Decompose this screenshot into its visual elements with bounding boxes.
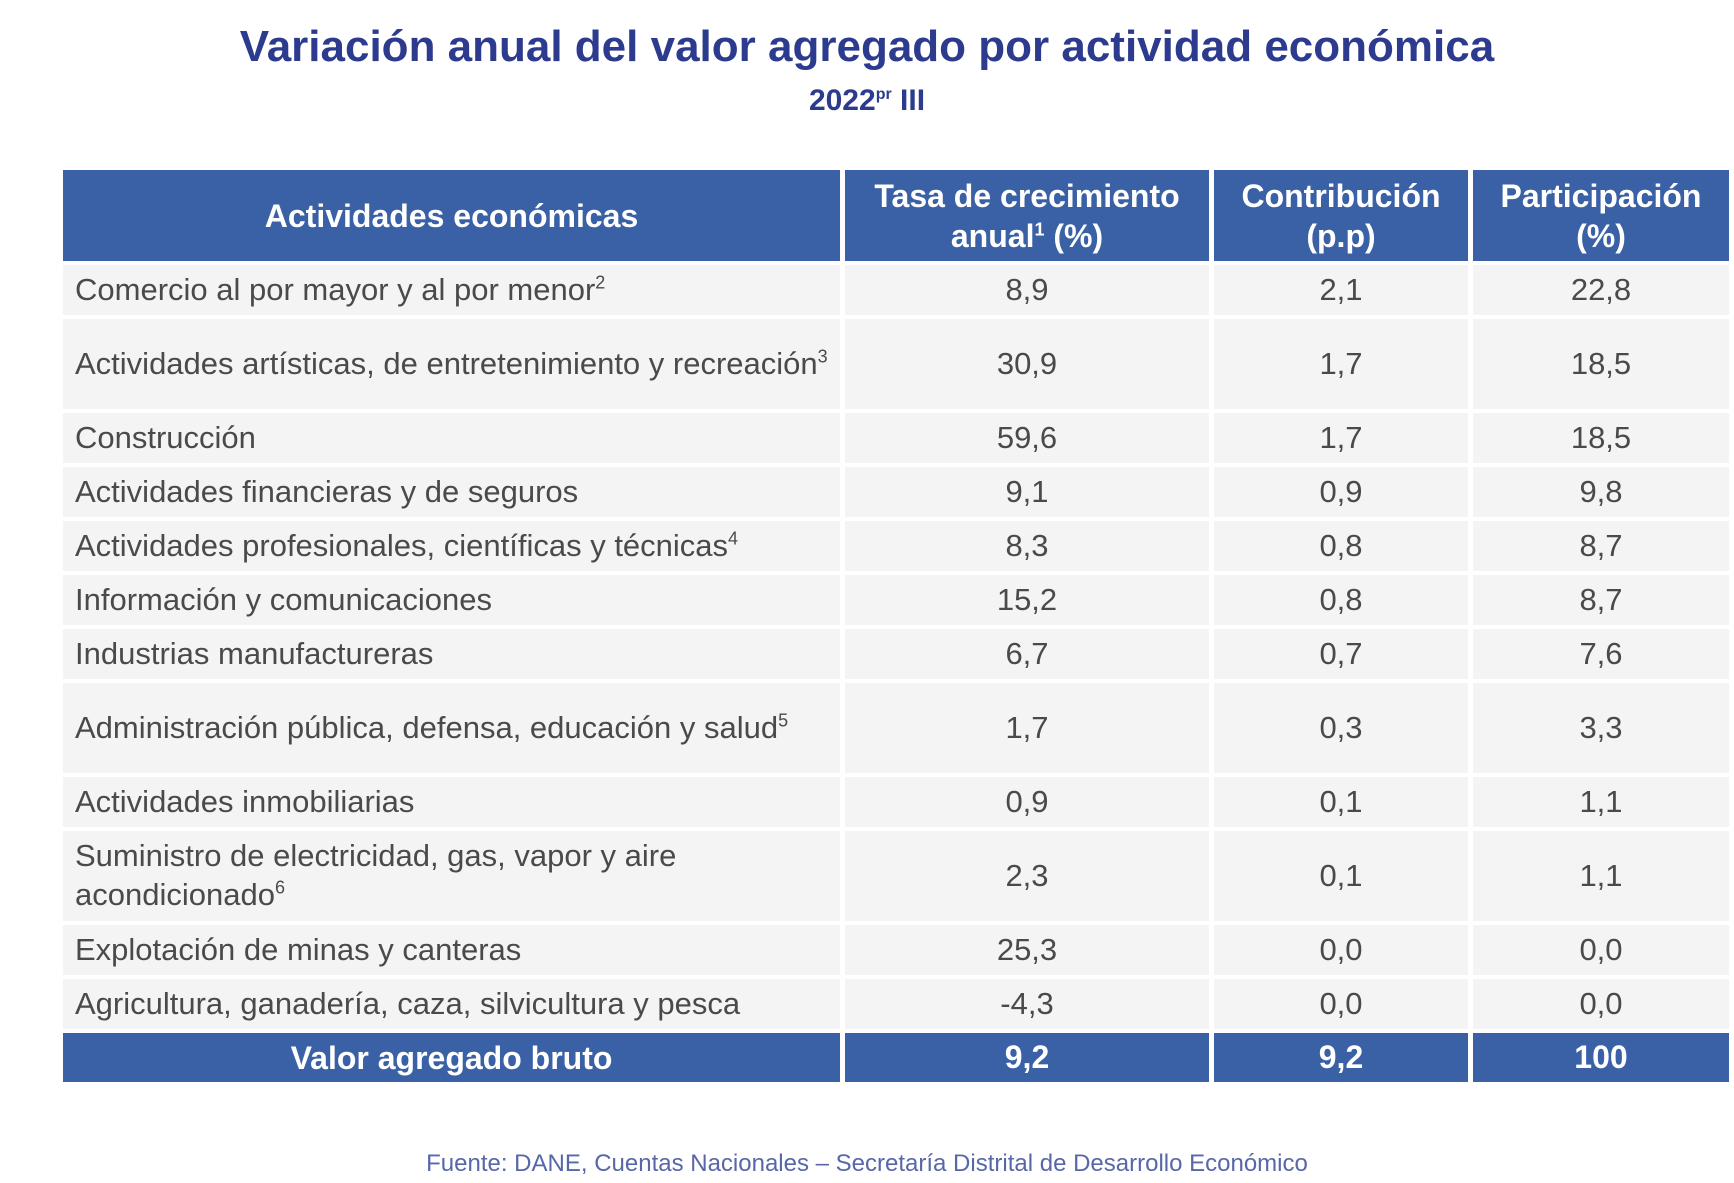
cell-growth: 9,1	[845, 467, 1209, 517]
activity-note: 3	[817, 346, 828, 367]
cell-growth: -4,3	[845, 979, 1209, 1029]
cell-contribution: 0,0	[1214, 979, 1468, 1029]
cell-share: 9,8	[1473, 467, 1729, 517]
cell-activity: Construcción	[63, 413, 840, 463]
subtitle-quarter: III	[900, 84, 926, 117]
cell-contribution: 0,1	[1214, 777, 1468, 827]
cell-share: 18,5	[1473, 413, 1729, 463]
page-subtitle: 2022pr III	[0, 84, 1734, 118]
cell-activity: Explotación de minas y canteras	[63, 925, 840, 975]
page-title: Variación anual del valor agregado por a…	[239, 22, 1495, 71]
header-growth-note: 1	[1034, 218, 1045, 239]
cell-share: 0,0	[1473, 979, 1729, 1029]
cell-contribution: 0,8	[1214, 521, 1468, 571]
activity-label: Industrias manufactureras	[75, 635, 434, 671]
total-growth: 9,2	[845, 1033, 1209, 1082]
activity-label: Administración pública, defensa, educaci…	[75, 709, 779, 745]
cell-share: 7,6	[1473, 629, 1729, 679]
cell-growth: 8,9	[845, 265, 1209, 315]
table-row: Actividades artísticas, de entretenimien…	[63, 319, 1729, 409]
activity-label: Comercio al por mayor y al por menor	[75, 271, 596, 307]
cell-share: 22,8	[1473, 265, 1729, 315]
cell-activity: Agricultura, ganadería, caza, silvicultu…	[63, 979, 840, 1029]
total-contribution: 9,2	[1214, 1033, 1468, 1082]
cell-activity: Actividades profesionales, científicas y…	[63, 521, 840, 571]
header-activity: Actividades económicas	[63, 170, 840, 261]
cell-activity: Suministro de electricidad, gas, vapor y…	[63, 831, 840, 921]
activity-note: 6	[274, 877, 285, 898]
activity-note: 4	[728, 528, 739, 549]
table-row: Actividades financieras y de seguros 9,1…	[63, 467, 1729, 517]
cell-growth: 25,3	[845, 925, 1209, 975]
cell-contribution: 1,7	[1214, 413, 1468, 463]
activity-label: Agricultura, ganadería, caza, silvicultu…	[75, 985, 741, 1021]
cell-growth: 6,7	[845, 629, 1209, 679]
cell-share: 3,3	[1473, 683, 1729, 773]
cell-growth: 1,7	[845, 683, 1209, 773]
table-row: Actividades inmobiliarias 0,9 0,1 1,1	[63, 777, 1729, 827]
activity-note: 2	[595, 272, 606, 293]
cell-contribution: 0,3	[1214, 683, 1468, 773]
data-table: Actividades económicas Tasa de crecimien…	[58, 166, 1734, 1086]
table-row: Información y comunicaciones 15,2 0,8 8,…	[63, 575, 1729, 625]
activity-label: Actividades profesionales, científicas y…	[75, 527, 729, 563]
activity-label: Suministro de electricidad, gas, vapor y…	[75, 838, 677, 912]
cell-share: 1,1	[1473, 777, 1729, 827]
table-row: Actividades profesionales, científicas y…	[63, 521, 1729, 571]
header-growth: Tasa de crecimiento anual1 (%)	[845, 170, 1209, 261]
table-row: Suministro de electricidad, gas, vapor y…	[63, 831, 1729, 921]
cell-share: 18,5	[1473, 319, 1729, 409]
cell-growth: 59,6	[845, 413, 1209, 463]
header-growth-label: Tasa de crecimiento anual	[874, 177, 1180, 254]
cell-share: 1,1	[1473, 831, 1729, 921]
header-share: Participación (%)	[1473, 170, 1729, 261]
table-row: Industrias manufactureras 6,7 0,7 7,6	[63, 629, 1729, 679]
source-footer: Fuente: DANE, Cuentas Nacionales – Secre…	[426, 1150, 1308, 1177]
cell-activity: Información y comunicaciones	[63, 575, 840, 625]
cell-share: 0,0	[1473, 925, 1729, 975]
table-row: Comercio al por mayor y al por menor2 8,…	[63, 265, 1729, 315]
cell-growth: 8,3	[845, 521, 1209, 571]
activity-label: Información y comunicaciones	[75, 581, 492, 617]
cell-growth: 15,2	[845, 575, 1209, 625]
cell-activity: Industrias manufactureras	[63, 629, 840, 679]
activity-note: 5	[778, 710, 789, 731]
header-growth-suffix: (%)	[1044, 217, 1104, 254]
cell-growth: 30,9	[845, 319, 1209, 409]
activity-label: Construcción	[75, 419, 256, 455]
table-row: Agricultura, ganadería, caza, silvicultu…	[63, 979, 1729, 1029]
table-row: Explotación de minas y canteras 25,3 0,0…	[63, 925, 1729, 975]
header-contribution: Contribución (p.p)	[1214, 170, 1468, 261]
cell-contribution: 1,7	[1214, 319, 1468, 409]
cell-contribution: 0,0	[1214, 925, 1468, 975]
total-share: 100	[1473, 1033, 1729, 1082]
cell-share: 8,7	[1473, 575, 1729, 625]
cell-contribution: 0,9	[1214, 467, 1468, 517]
table-row: Administración pública, defensa, educaci…	[63, 683, 1729, 773]
cell-activity: Actividades artísticas, de entretenimien…	[63, 319, 840, 409]
cell-contribution: 0,7	[1214, 629, 1468, 679]
cell-contribution: 0,8	[1214, 575, 1468, 625]
activity-label: Actividades inmobiliarias	[75, 783, 415, 819]
cell-activity: Actividades inmobiliarias	[63, 777, 840, 827]
activity-label: Explotación de minas y canteras	[75, 931, 522, 967]
cell-activity: Comercio al por mayor y al por menor2	[63, 265, 840, 315]
total-row: Valor agregado bruto 9,2 9,2 100	[63, 1033, 1729, 1082]
cell-contribution: 0,1	[1214, 831, 1468, 921]
subtitle-year: 2022	[808, 84, 876, 117]
cell-growth: 0,9	[845, 777, 1209, 827]
cell-activity: Actividades financieras y de seguros	[63, 467, 840, 517]
subtitle-sup: pr	[875, 86, 892, 103]
table-header-row: Actividades económicas Tasa de crecimien…	[63, 170, 1729, 261]
activity-label: Actividades financieras y de seguros	[75, 473, 579, 509]
cell-growth: 2,3	[845, 831, 1209, 921]
cell-share: 8,7	[1473, 521, 1729, 571]
cell-contribution: 2,1	[1214, 265, 1468, 315]
total-label: Valor agregado bruto	[63, 1033, 840, 1082]
cell-activity: Administración pública, defensa, educaci…	[63, 683, 840, 773]
table-row: Construcción 59,6 1,7 18,5	[63, 413, 1729, 463]
activity-label: Actividades artísticas, de entretenimien…	[75, 345, 818, 381]
